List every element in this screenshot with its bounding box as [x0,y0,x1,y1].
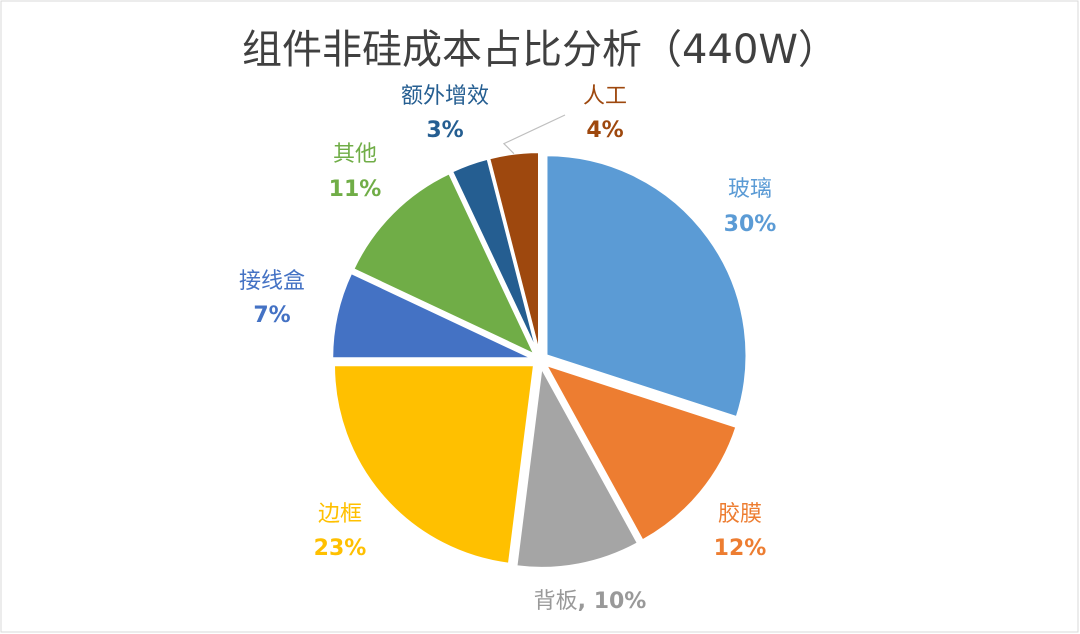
value-label: 7% [253,303,290,328]
label-separator: , [578,589,594,614]
value-label: 12% [714,536,767,561]
pie-slice [331,271,533,360]
category-label: 人工 [583,84,627,109]
pie-slice [488,151,540,353]
category-label: 接线盒 [239,269,305,294]
value-label: 4% [586,118,623,143]
value-label: 10% [594,589,647,614]
pie-slice [352,172,537,357]
value-label: 23% [314,536,367,561]
value-label: 3% [426,118,463,143]
value-label: 30% [724,212,777,237]
category-label: 胶膜 [718,502,762,527]
pie-slice [332,364,536,565]
pie-slice [450,157,539,353]
category-label: 玻璃 [728,177,772,202]
data-label: 背板, 10% [534,589,647,614]
category-label: 边框 [318,502,362,527]
value-label: 11% [329,177,382,202]
leader-line [502,114,566,155]
pie-slice [545,154,748,419]
category-label: 其他 [333,142,377,167]
pie-slice [544,363,738,542]
pie-slice [515,364,640,569]
category-label: 背板 [534,589,578,614]
category-label: 额外增效 [401,84,489,109]
chart-title: 组件非硅成本占比分析（440W） [242,27,838,73]
